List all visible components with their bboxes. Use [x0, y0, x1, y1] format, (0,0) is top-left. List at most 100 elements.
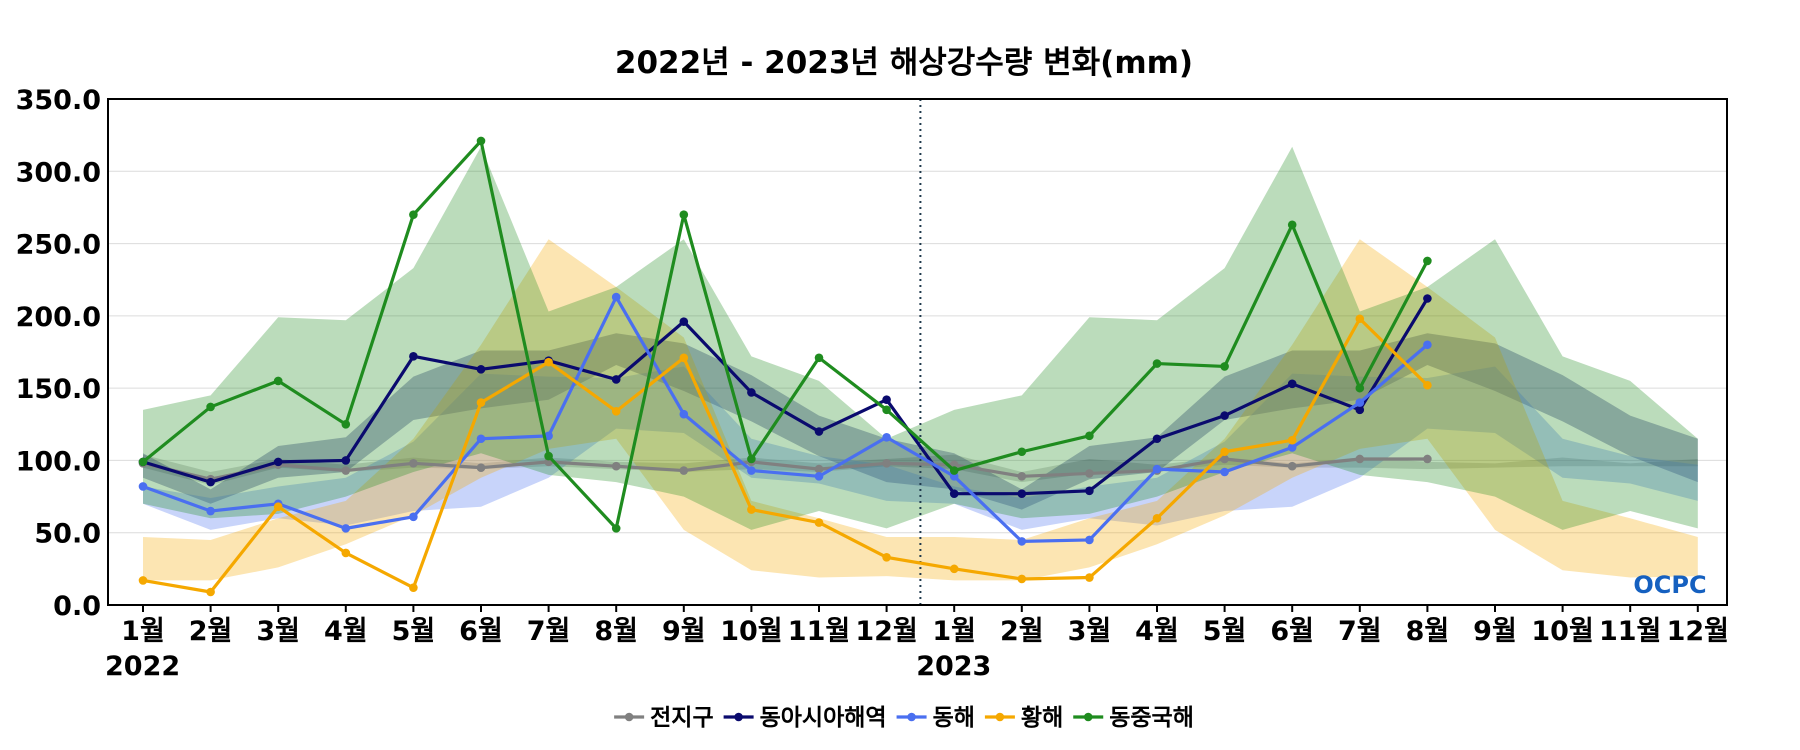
legend-swatch-marker [624, 712, 634, 722]
data-point [679, 409, 689, 419]
data-point [1085, 431, 1094, 441]
x-tick-label: 5월 [1203, 616, 1247, 647]
data-point [611, 461, 621, 471]
data-point [1220, 454, 1229, 464]
legend-label: 동해 [933, 705, 975, 731]
y-tick-label: 250.0 [16, 230, 101, 261]
data-point [949, 466, 959, 475]
data-point [1423, 256, 1432, 266]
data-point [882, 395, 891, 405]
legend-item: 동아시아해역 [723, 705, 887, 731]
x-tick-label: 9월 [662, 616, 706, 647]
data-point [273, 457, 283, 467]
data-point [341, 548, 351, 558]
series-lines [138, 136, 1432, 597]
x-tick-label: 8월 [1406, 616, 1450, 647]
data-point [1287, 379, 1297, 389]
data-point [138, 457, 148, 467]
x-tick-label: 3월 [1068, 616, 1112, 647]
data-point [1152, 434, 1162, 444]
x-tick-label: 1월 [121, 616, 165, 647]
data-point [611, 375, 621, 384]
data-point [1423, 340, 1432, 350]
legend-label: 동중국해 [1109, 705, 1194, 731]
x-tick-label: 7월 [1338, 616, 1382, 647]
data-point [747, 466, 756, 475]
data-point [1017, 537, 1027, 546]
x-tick-label: 10월 [720, 616, 782, 647]
data-point [273, 502, 283, 511]
data-point [409, 210, 418, 219]
data-point [409, 459, 418, 468]
x-tick-label: 1월 [932, 616, 976, 647]
x-tick-label: 3월 [256, 616, 300, 647]
data-point [1085, 486, 1094, 496]
data-point [544, 451, 553, 461]
data-point [814, 427, 824, 436]
y-tick-label: 0.0 [53, 591, 101, 622]
data-point [1220, 411, 1229, 420]
data-point [679, 466, 689, 475]
x-tick-label: 12월 [1667, 616, 1729, 647]
data-point [206, 402, 215, 412]
data-point [611, 524, 621, 533]
data-point [341, 466, 351, 475]
x-tick-label: 9월 [1473, 616, 1517, 647]
data-point [1152, 359, 1162, 368]
data-point [1220, 447, 1229, 457]
data-point [1085, 469, 1094, 478]
data-point [409, 583, 418, 592]
data-point [476, 136, 486, 146]
series-line [142, 297, 1429, 496]
data-point [611, 292, 621, 302]
range-band [143, 239, 1698, 581]
data-point [1355, 314, 1365, 324]
series-line [141, 139, 1429, 530]
legend-item: 동해 [896, 705, 975, 731]
data-point [1355, 405, 1365, 415]
x-tick-label: 6월 [459, 616, 503, 647]
data-point [544, 431, 553, 441]
data-point [814, 518, 824, 527]
data-point [476, 365, 486, 374]
data-point [1017, 447, 1027, 457]
data-point [1423, 294, 1432, 303]
legend-label: 동아시아해역 [760, 705, 887, 731]
y-tick-label: 150.0 [16, 374, 101, 405]
data-point [882, 405, 891, 415]
data-point [476, 398, 486, 407]
y-tick-label: 300.0 [16, 157, 101, 188]
data-point [476, 463, 486, 472]
data-point [679, 210, 689, 219]
legend-swatch-marker [734, 712, 743, 722]
ocpc-logo-text: OCPC [1633, 571, 1706, 599]
data-point [1085, 573, 1094, 582]
grid-lines [108, 170, 1727, 534]
year-label: 2022 [105, 651, 180, 682]
data-point [1152, 513, 1162, 523]
series-line [142, 295, 1429, 543]
axes: 0.0 50.0 100.0 150.0 200.0 250.0 300.0 350.0 1월 2… [16, 85, 1729, 682]
x-tick-label: 5월 [392, 616, 436, 647]
y-tick-label: 100.0 [16, 446, 101, 477]
data-point [679, 353, 689, 363]
data-point [1423, 380, 1432, 390]
y-tick-label: 350.0 [16, 85, 101, 116]
data-point [273, 376, 283, 386]
data-point [882, 459, 891, 468]
data-point [409, 512, 418, 522]
data-point [1287, 461, 1297, 471]
data-point [1287, 443, 1297, 452]
data-point [814, 353, 824, 363]
data-point [1423, 454, 1432, 464]
x-tick-label: 4월 [1135, 616, 1179, 647]
data-point [949, 489, 959, 498]
data-point [1152, 464, 1162, 474]
data-point [341, 524, 351, 533]
x-tick-label: 2월 [1000, 616, 1044, 647]
data-point [1220, 362, 1229, 371]
chart-title: 2022년 - 2023년 해상강수량 변화(mm) [615, 45, 1193, 81]
data-point [1355, 398, 1365, 407]
x-tick-label: 10월 [1531, 616, 1593, 647]
x-tick-label: 6월 [1270, 616, 1314, 647]
